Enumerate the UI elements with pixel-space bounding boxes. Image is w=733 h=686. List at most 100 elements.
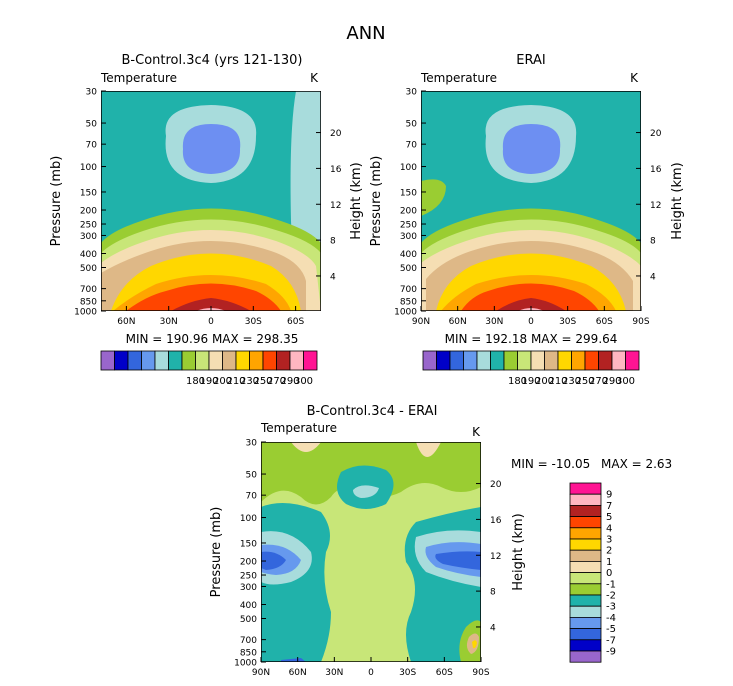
contour-field xyxy=(421,91,641,311)
colorbar-swatch xyxy=(276,350,291,371)
pressure-tick-label: 200 xyxy=(80,207,97,217)
colorbar-swatch xyxy=(569,594,602,607)
pressure-tick-label: 30 xyxy=(86,88,98,98)
height-tick-label: 16 xyxy=(650,165,662,175)
pressure-tick-label: 250 xyxy=(80,221,97,231)
lat-tick-label: 30S xyxy=(399,668,416,678)
colorbar-swatch xyxy=(222,350,237,371)
pressure-tick-label: 400 xyxy=(400,250,417,260)
lat-tick-label: 60S xyxy=(436,668,453,678)
lat-tick-label: 90S xyxy=(632,317,649,327)
colorbar-swatch xyxy=(476,350,491,371)
height-tick-label: 12 xyxy=(650,201,661,211)
pressure-tick-label: 700 xyxy=(240,636,257,646)
lat-tick-label: 60S xyxy=(596,317,613,327)
colorbar-swatch xyxy=(569,482,602,495)
height-tick-label: 4 xyxy=(330,272,336,282)
lat-tick-label: 30S xyxy=(559,317,576,327)
colorbar-label: 250 xyxy=(575,376,594,387)
pressure-tick-label: 150 xyxy=(240,539,257,549)
pressure-tick-label: 700 xyxy=(400,285,417,295)
pressure-tick-label: 100 xyxy=(80,163,97,173)
colorbar-label: -2 xyxy=(606,591,616,602)
ylabel-left: Pressure (mb) xyxy=(209,507,224,598)
pressure-tick-label: 1000 xyxy=(234,659,257,669)
lat-tick-label: 30N xyxy=(160,317,178,327)
colorbar-swatch xyxy=(127,350,142,371)
colorbar-swatch xyxy=(181,350,196,371)
colorbar-label: 0 xyxy=(606,568,612,579)
contour-field xyxy=(101,91,321,311)
colorbar-swatch xyxy=(569,538,602,551)
pressure-tick-label: 50 xyxy=(86,120,98,130)
colorbar-label: -7 xyxy=(606,635,616,646)
pressure-tick-label: 250 xyxy=(400,221,417,231)
stats-max: MAX = 2.63 xyxy=(601,457,672,471)
height-tick-label: 8 xyxy=(650,237,656,247)
panel-obs: ERAI Temperature K 305070100150200250300… xyxy=(369,53,685,346)
height-tick-label: 12 xyxy=(490,552,501,562)
lat-tick-label: 0 xyxy=(528,317,534,327)
ylabel-left: Pressure (mb) xyxy=(369,156,384,247)
colorbar-label: 180 xyxy=(186,376,205,387)
colorbar-label: 190 xyxy=(521,376,540,387)
pressure-tick-label: 50 xyxy=(406,120,418,130)
colorbar-swatch xyxy=(503,350,518,371)
lat-tick-label: 60N xyxy=(117,317,135,327)
lat-tick-label: 0 xyxy=(368,668,374,678)
colorbar-swatch xyxy=(569,628,602,641)
colorbar-swatch xyxy=(235,350,250,371)
colorbar-swatch xyxy=(569,572,602,585)
height-tick-label: 8 xyxy=(330,237,336,247)
colorbar-swatch xyxy=(208,350,223,371)
colorbar-label: 300 xyxy=(294,376,313,387)
colorbar-swatch xyxy=(557,350,572,371)
pressure-tick-label: 200 xyxy=(240,558,257,568)
lat-tick-label: 90N xyxy=(412,317,430,327)
pressure-tick-label: 250 xyxy=(240,572,257,582)
pressure-tick-label: 70 xyxy=(86,141,98,151)
stats-label: MIN = 192.18 MAX = 299.64 xyxy=(445,332,618,346)
colorbar-swatch xyxy=(569,549,602,562)
colorbar-label: -1 xyxy=(606,579,616,590)
colorbar-label: 230 xyxy=(240,376,259,387)
colorbar-label: 200 xyxy=(213,376,232,387)
stats-min: MIN = -10.05 xyxy=(511,457,590,471)
height-tick-label: 20 xyxy=(490,480,502,490)
pressure-tick-label: 300 xyxy=(240,583,257,593)
pressure-tick-label: 70 xyxy=(246,492,258,502)
height-tick-label: 20 xyxy=(330,129,342,139)
colorbar-label: -9 xyxy=(606,647,616,658)
pressure-tick-label: 70 xyxy=(406,141,418,151)
colorbar-swatch xyxy=(168,350,183,371)
pressure-tick-label: 150 xyxy=(400,188,417,198)
pressure-tick-label: 200 xyxy=(400,207,417,217)
pressure-tick-label: 150 xyxy=(80,188,97,198)
colorbar-label: -4 xyxy=(606,613,616,624)
pressure-tick-label: 1000 xyxy=(394,308,417,318)
pressure-tick-label: 30 xyxy=(246,439,258,449)
colorbar-label: -3 xyxy=(606,602,616,613)
colorbar-label: 3 xyxy=(606,535,612,546)
colorbar-swatch xyxy=(517,350,532,371)
colorbar-label: 180 xyxy=(508,376,527,387)
colorbar-swatch xyxy=(598,350,613,371)
colorbar-label: 290 xyxy=(280,376,299,387)
colorbar-label: 1 xyxy=(606,557,612,568)
pressure-tick-label: 300 xyxy=(400,232,417,242)
contour-field xyxy=(261,442,481,662)
panel-title: B-Control.3c4 - ERAI xyxy=(307,404,438,419)
colorbar-swatch xyxy=(569,561,602,574)
lat-tick-label: 30S xyxy=(245,317,262,327)
colorbar-label: 270 xyxy=(267,376,286,387)
lat-tick-label: 60S xyxy=(287,317,304,327)
colorbar-swatch xyxy=(625,350,640,371)
colorbar-swatch xyxy=(544,350,559,371)
colorbar-swatch xyxy=(584,350,599,371)
colorbar-swatch xyxy=(569,504,602,517)
colorbar-label: 7 xyxy=(606,501,612,512)
colorbar-label: 200 xyxy=(535,376,554,387)
